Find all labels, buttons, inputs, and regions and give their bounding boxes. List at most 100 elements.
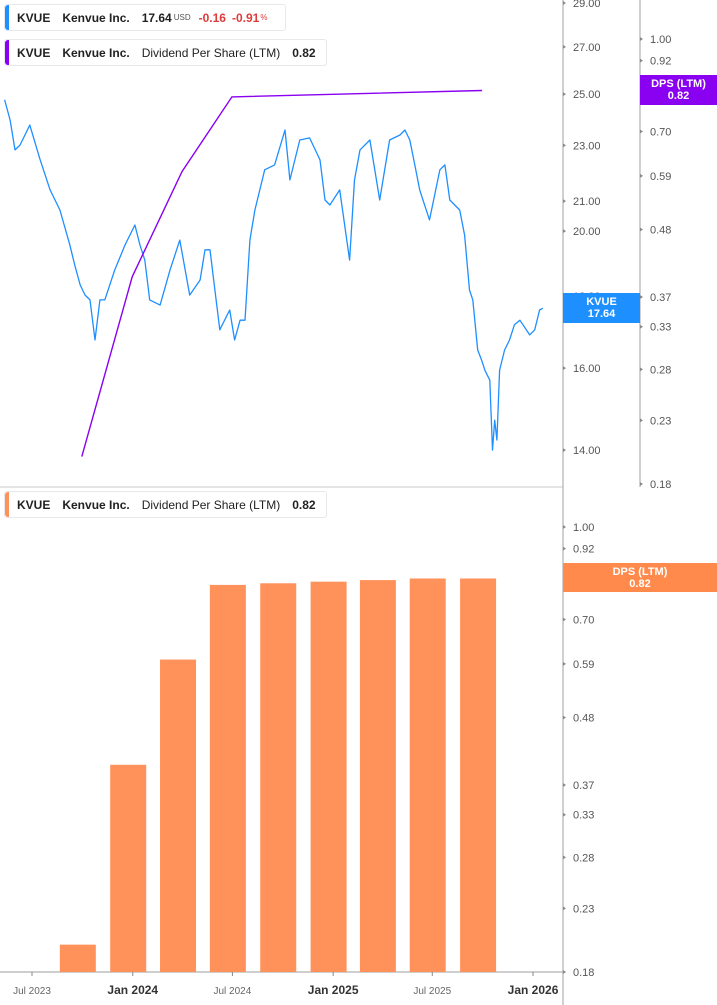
- dps-tick-label-mark: [640, 367, 643, 372]
- x-tick-label: Jan 2026: [508, 983, 559, 997]
- price-tick-label-mark: [563, 199, 566, 204]
- dps-tick-label: 0.37: [650, 292, 671, 304]
- price-tag: KVUE 17.64: [563, 293, 640, 323]
- price-tick-label-mark: [563, 366, 566, 371]
- price-tag-label: KVUE: [586, 296, 617, 308]
- legend-change-pct: -0.91: [231, 10, 260, 25]
- bar-y-tick-label-mark: [563, 617, 566, 622]
- price-tick-label-mark: [563, 143, 566, 148]
- legend-price-value: 17.64: [141, 10, 172, 25]
- price-tick-label-mark: [563, 1, 566, 5]
- dps-tick-label-mark: [640, 227, 643, 232]
- bar-y-tick-label: 0.33: [573, 810, 594, 822]
- dps-tick-label: 0.92: [650, 56, 671, 68]
- dps-top-tag: DPS (LTM) 0.82: [640, 75, 717, 105]
- bar-y-tick-label: 0.59: [573, 659, 594, 671]
- legend-currency: USD: [173, 13, 191, 22]
- legend-metric-value: 0.82: [292, 45, 316, 60]
- legend-metric: Dividend Per Share (LTM): [141, 45, 281, 60]
- x-tick-label: Jan 2024: [107, 983, 158, 997]
- legend-company: Kenvue Inc.: [62, 10, 130, 25]
- price-tick-label: 27.00: [573, 42, 601, 54]
- dps-tick-label-mark: [640, 129, 643, 134]
- price-tick-label-mark: [563, 448, 566, 453]
- dps-tick-label: 0.48: [650, 224, 671, 236]
- bar-y-tick-label-mark: [563, 715, 566, 720]
- dps-bar: [209, 584, 246, 972]
- bar-y-tick-label: 0.48: [573, 712, 594, 724]
- dps-line: [81, 89, 483, 457]
- dps-tick-label: 0.59: [650, 171, 671, 183]
- legend-change: -0.16: [198, 10, 226, 25]
- x-tick-label: Jul 2025: [413, 986, 451, 997]
- legend-company: Kenvue Inc.: [62, 45, 130, 60]
- legend-metric: Dividend Per Share (LTM): [141, 497, 281, 512]
- dps-bar: [460, 578, 497, 972]
- dps-tick-label: 0.28: [650, 364, 671, 376]
- legend-price[interactable]: KVUE Kenvue Inc. 17.64 USD -0.16 -0.91 %: [4, 4, 287, 31]
- bar-y-tick-label: 0.28: [573, 852, 594, 864]
- bar-y-tick-label-mark: [563, 906, 566, 911]
- dps-tick-label-mark: [640, 37, 643, 41]
- dps-bar: [359, 580, 396, 972]
- price-tick-label: 29.00: [573, 0, 601, 10]
- x-tick-label: Jul 2023: [13, 986, 51, 997]
- dps-tag-value: 0.82: [667, 90, 690, 102]
- x-tick-label: Jul 2024: [214, 986, 252, 997]
- bar-y-tick-label: 0.23: [573, 903, 594, 915]
- bar-y-tick-label-mark: [563, 525, 566, 529]
- dps-tick-label-mark: [640, 418, 643, 423]
- bar-y-tick-label: 0.37: [573, 780, 594, 792]
- price-line: [3, 99, 544, 451]
- price-tag-value: 17.64: [587, 308, 616, 320]
- series-color-swatch: [5, 5, 9, 30]
- dps-tag-value: 0.82: [629, 577, 651, 590]
- legend-dps-top[interactable]: KVUE Kenvue Inc. Dividend Per Share (LTM…: [4, 39, 327, 66]
- dps-bottom-tag: DPS (LTM) 0.82: [563, 563, 717, 592]
- dps-bar: [260, 583, 297, 972]
- dps-tick-label-mark: [640, 295, 643, 300]
- dps-bar: [110, 764, 147, 972]
- legend-pct-sign: %: [260, 13, 268, 22]
- dps-tag-label: DPS (LTM): [651, 78, 706, 90]
- bar-y-tick-label-mark: [563, 969, 566, 974]
- bar-y-tick-label: 0.70: [573, 615, 594, 627]
- legend-ticker: KVUE: [17, 497, 51, 512]
- bar-y-tick-label-mark: [563, 812, 566, 817]
- bar-y-tick-label: 0.92: [573, 544, 594, 556]
- price-tick-label: 25.00: [573, 89, 601, 101]
- bar-y-tick-label-mark: [563, 783, 566, 788]
- price-tick-label-mark: [563, 44, 566, 49]
- legend-company: Kenvue Inc.: [62, 497, 130, 512]
- legend-metric-value: 0.82: [292, 497, 316, 512]
- bar-y-tick-label-mark: [563, 546, 566, 551]
- series-color-swatch: [5, 40, 9, 65]
- price-tick-label: 20.00: [573, 226, 601, 238]
- legend-dps-bottom[interactable]: KVUE Kenvue Inc. Dividend Per Share (LTM…: [4, 491, 327, 518]
- price-tick-label: 23.00: [573, 140, 601, 152]
- dps-tag-label: DPS (LTM): [612, 565, 668, 578]
- dps-tick-label: 0.23: [650, 415, 671, 427]
- price-tick-label: 14.00: [573, 445, 601, 457]
- price-tick-label: 16.00: [573, 363, 601, 375]
- dps-tick-label: 0.33: [650, 322, 671, 334]
- dps-tick-label: 1.00: [650, 34, 671, 46]
- x-tick-label: Jan 2025: [308, 983, 359, 997]
- dps-tick-label: 0.70: [650, 127, 671, 139]
- dps-tick-label: 0.18: [650, 479, 671, 491]
- dps-tick-label-mark: [640, 324, 643, 329]
- dps-bar: [160, 659, 197, 972]
- bar-y-tick-label: 1.00: [573, 522, 594, 534]
- legend-ticker: KVUE: [17, 10, 51, 25]
- series-color-swatch: [5, 492, 9, 517]
- bar-y-tick-label-mark: [563, 855, 566, 860]
- bar-y-tick-label: 0.18: [573, 967, 594, 979]
- dps-tick-label-mark: [640, 481, 643, 486]
- price-tick-label-mark: [563, 229, 566, 234]
- dps-bar: [310, 581, 347, 972]
- price-tick-label-mark: [563, 92, 566, 97]
- dps-bar: [59, 944, 96, 972]
- dps-bar: [409, 578, 446, 972]
- bar-y-tick-label-mark: [563, 661, 566, 666]
